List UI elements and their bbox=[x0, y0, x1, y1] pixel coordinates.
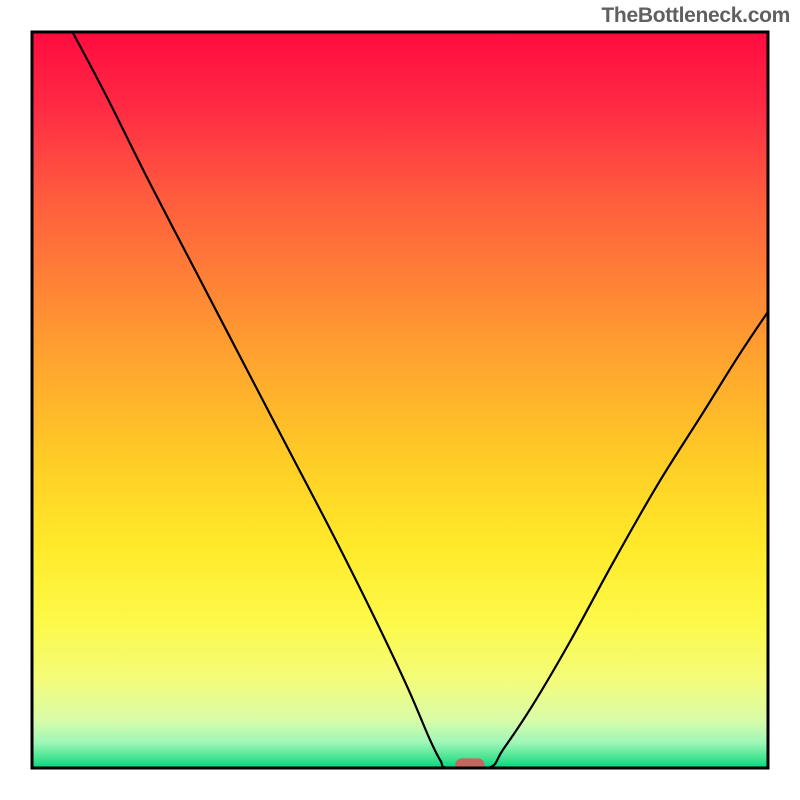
plot-background-gradient bbox=[32, 32, 768, 768]
chart-container: TheBottleneck.com bbox=[0, 0, 800, 800]
chart-svg bbox=[0, 0, 800, 800]
